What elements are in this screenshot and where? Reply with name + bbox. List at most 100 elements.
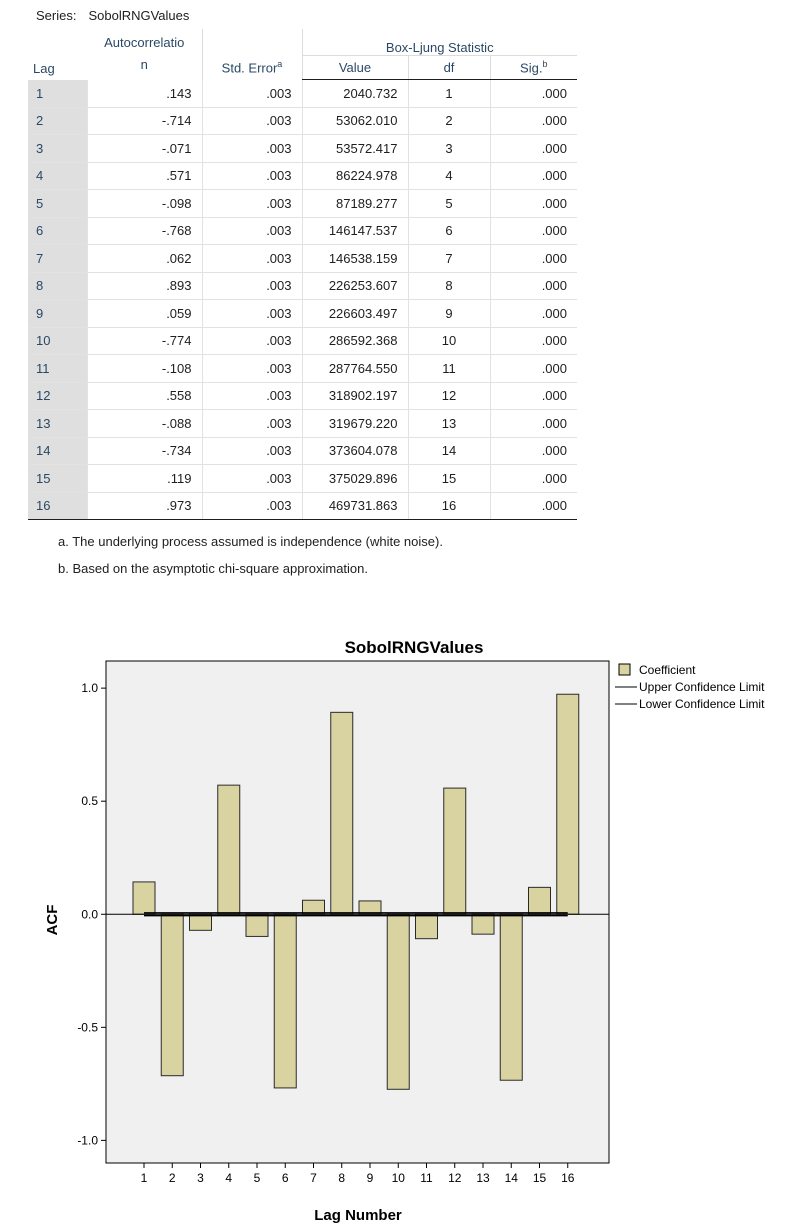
df-cell: 14 — [407, 437, 490, 465]
autocorrelation-cell: .571 — [86, 162, 202, 190]
value-cell: 146538.159 — [301, 244, 408, 273]
sig-cell: .000 — [489, 464, 577, 493]
sig-cell: .000 — [489, 189, 577, 218]
df-header: df — [407, 55, 490, 80]
lag-cell: 2 — [28, 107, 87, 135]
lag-cell: 8 — [28, 272, 87, 300]
x-tick-label: 12 — [448, 1171, 462, 1185]
autocorrelation-cell: -.098 — [86, 189, 202, 218]
autocorrelation-cell: .119 — [86, 464, 202, 493]
bar — [217, 784, 241, 915]
autocorrelation-cell: -.714 — [86, 107, 202, 135]
table-row: 1.143.003 2040.732 1.000 — [28, 79, 577, 108]
y-tick-label: 0.0 — [81, 907, 98, 921]
x-tick-label: 16 — [561, 1171, 575, 1185]
value-cell: 286592.368 — [301, 327, 408, 355]
value-cell: 318902.197 — [301, 382, 408, 410]
autocorrelation-header: Autocorrelatio n — [87, 29, 202, 80]
bar — [245, 913, 269, 937]
df-cell: 9 — [407, 299, 490, 328]
df-cell: 3 — [407, 134, 490, 163]
table-row: 14 -.734.003 373604.078 14.000 — [28, 437, 577, 465]
lag-cell: 9 — [28, 299, 87, 328]
x-tick-label: 4 — [225, 1171, 232, 1185]
autocorrelation-cell: .893 — [86, 272, 202, 300]
lag-cell: 16 — [28, 492, 87, 520]
x-tick-label: 15 — [533, 1171, 547, 1185]
lag-header: Lag — [33, 60, 55, 76]
autocorrelation-cell: .973 — [86, 492, 202, 520]
sig-cell: .000 — [489, 107, 577, 135]
lag-cell: 7 — [28, 244, 87, 273]
df-cell: 16 — [407, 492, 490, 520]
bar — [499, 913, 523, 1081]
df-cell: 8 — [407, 272, 490, 300]
x-tick-label: 7 — [310, 1171, 317, 1185]
sig-cell: .000 — [489, 354, 577, 383]
bar — [132, 881, 156, 915]
df-cell: 11 — [407, 354, 490, 383]
value-cell: 86224.978 — [301, 162, 408, 190]
x-tick-label: 13 — [476, 1171, 490, 1185]
std-error-header: Std. Errora — [201, 29, 302, 80]
table-row: 16.973.003 469731.863 16.000 — [28, 492, 577, 520]
sig-header: Sig.b — [489, 55, 577, 80]
lag-cell: 1 — [28, 79, 87, 108]
x-tick-label: 1 — [141, 1171, 148, 1185]
value-cell: 146147.537 — [301, 217, 408, 245]
bars — [106, 693, 609, 1090]
df-cell: 15 — [407, 464, 490, 493]
value-cell: 226253.607 — [301, 272, 408, 300]
table-row: 6 -.768.003 146147.537 6.000 — [28, 217, 577, 245]
std-error-cell: .003 — [201, 244, 302, 273]
std-error-cell: .003 — [201, 437, 302, 465]
std-error-cell: .003 — [201, 382, 302, 410]
autocorrelation-cell: .059 — [86, 299, 202, 328]
x-axis-title: Lag Number — [314, 1207, 402, 1224]
table-row: 7.062.003 146538.159 7.000 — [28, 244, 577, 273]
y-axis-title: ACF — [44, 905, 61, 936]
bar — [273, 913, 297, 1089]
y-tick-label: -0.5 — [77, 1020, 98, 1034]
autocorrelation-cell: -.071 — [86, 134, 202, 163]
df-cell: 10 — [407, 327, 490, 355]
sig-cell: .000 — [489, 134, 577, 163]
box-ljung-header: Box-Ljung Statistic — [301, 29, 577, 56]
x-tick-label: 6 — [282, 1171, 289, 1185]
std-error-cell: .003 — [201, 189, 302, 218]
df-cell: 1 — [407, 79, 490, 108]
autocorrelation-cell: -.088 — [86, 409, 202, 438]
series-line: Series: SobolRNGValues — [36, 8, 189, 23]
std-error-cell: .003 — [201, 299, 302, 328]
sig-cell: .000 — [489, 409, 577, 438]
value-cell: 87189.277 — [301, 189, 408, 218]
std-error-cell: .003 — [201, 354, 302, 383]
value-cell: 375029.896 — [301, 464, 408, 493]
std-error-cell: .003 — [201, 327, 302, 355]
confidence-limits — [144, 912, 568, 917]
lag-cell: 5 — [28, 189, 87, 218]
autocorrelation-cell: .558 — [86, 382, 202, 410]
table-row: 8.893.003 226253.607 8.000 — [28, 272, 577, 300]
lag-cell: 15 — [28, 464, 87, 493]
bar — [556, 693, 580, 915]
x-tick-label: 10 — [392, 1171, 406, 1185]
footnote-a: a. The underlying process assumed is ind… — [58, 534, 443, 549]
y-tick-label: 1.0 — [81, 681, 98, 695]
table-row: 11 -.108.003 287764.550 11.000 — [28, 354, 577, 383]
bar — [443, 787, 467, 915]
table-row: 3 -.071.003 53572.417 3.000 — [28, 134, 577, 163]
std-error-cell: .003 — [201, 272, 302, 300]
x-tick-label: 2 — [169, 1171, 176, 1185]
lag-cell: 12 — [28, 382, 87, 410]
sig-cell: .000 — [489, 437, 577, 465]
std-error-cell: .003 — [201, 464, 302, 493]
legend-label-upper: Upper Confidence Limit — [639, 680, 765, 694]
lag-cell: 13 — [28, 409, 87, 438]
sig-cell: .000 — [489, 162, 577, 190]
sig-cell: .000 — [489, 299, 577, 328]
autocorrelation-cell: .143 — [86, 79, 202, 108]
df-cell: 7 — [407, 244, 490, 273]
legend: Coefficient Upper Confidence Limit Lower C… — [615, 663, 765, 711]
legend-label-lower: Lower Confidence Limit — [639, 697, 765, 711]
